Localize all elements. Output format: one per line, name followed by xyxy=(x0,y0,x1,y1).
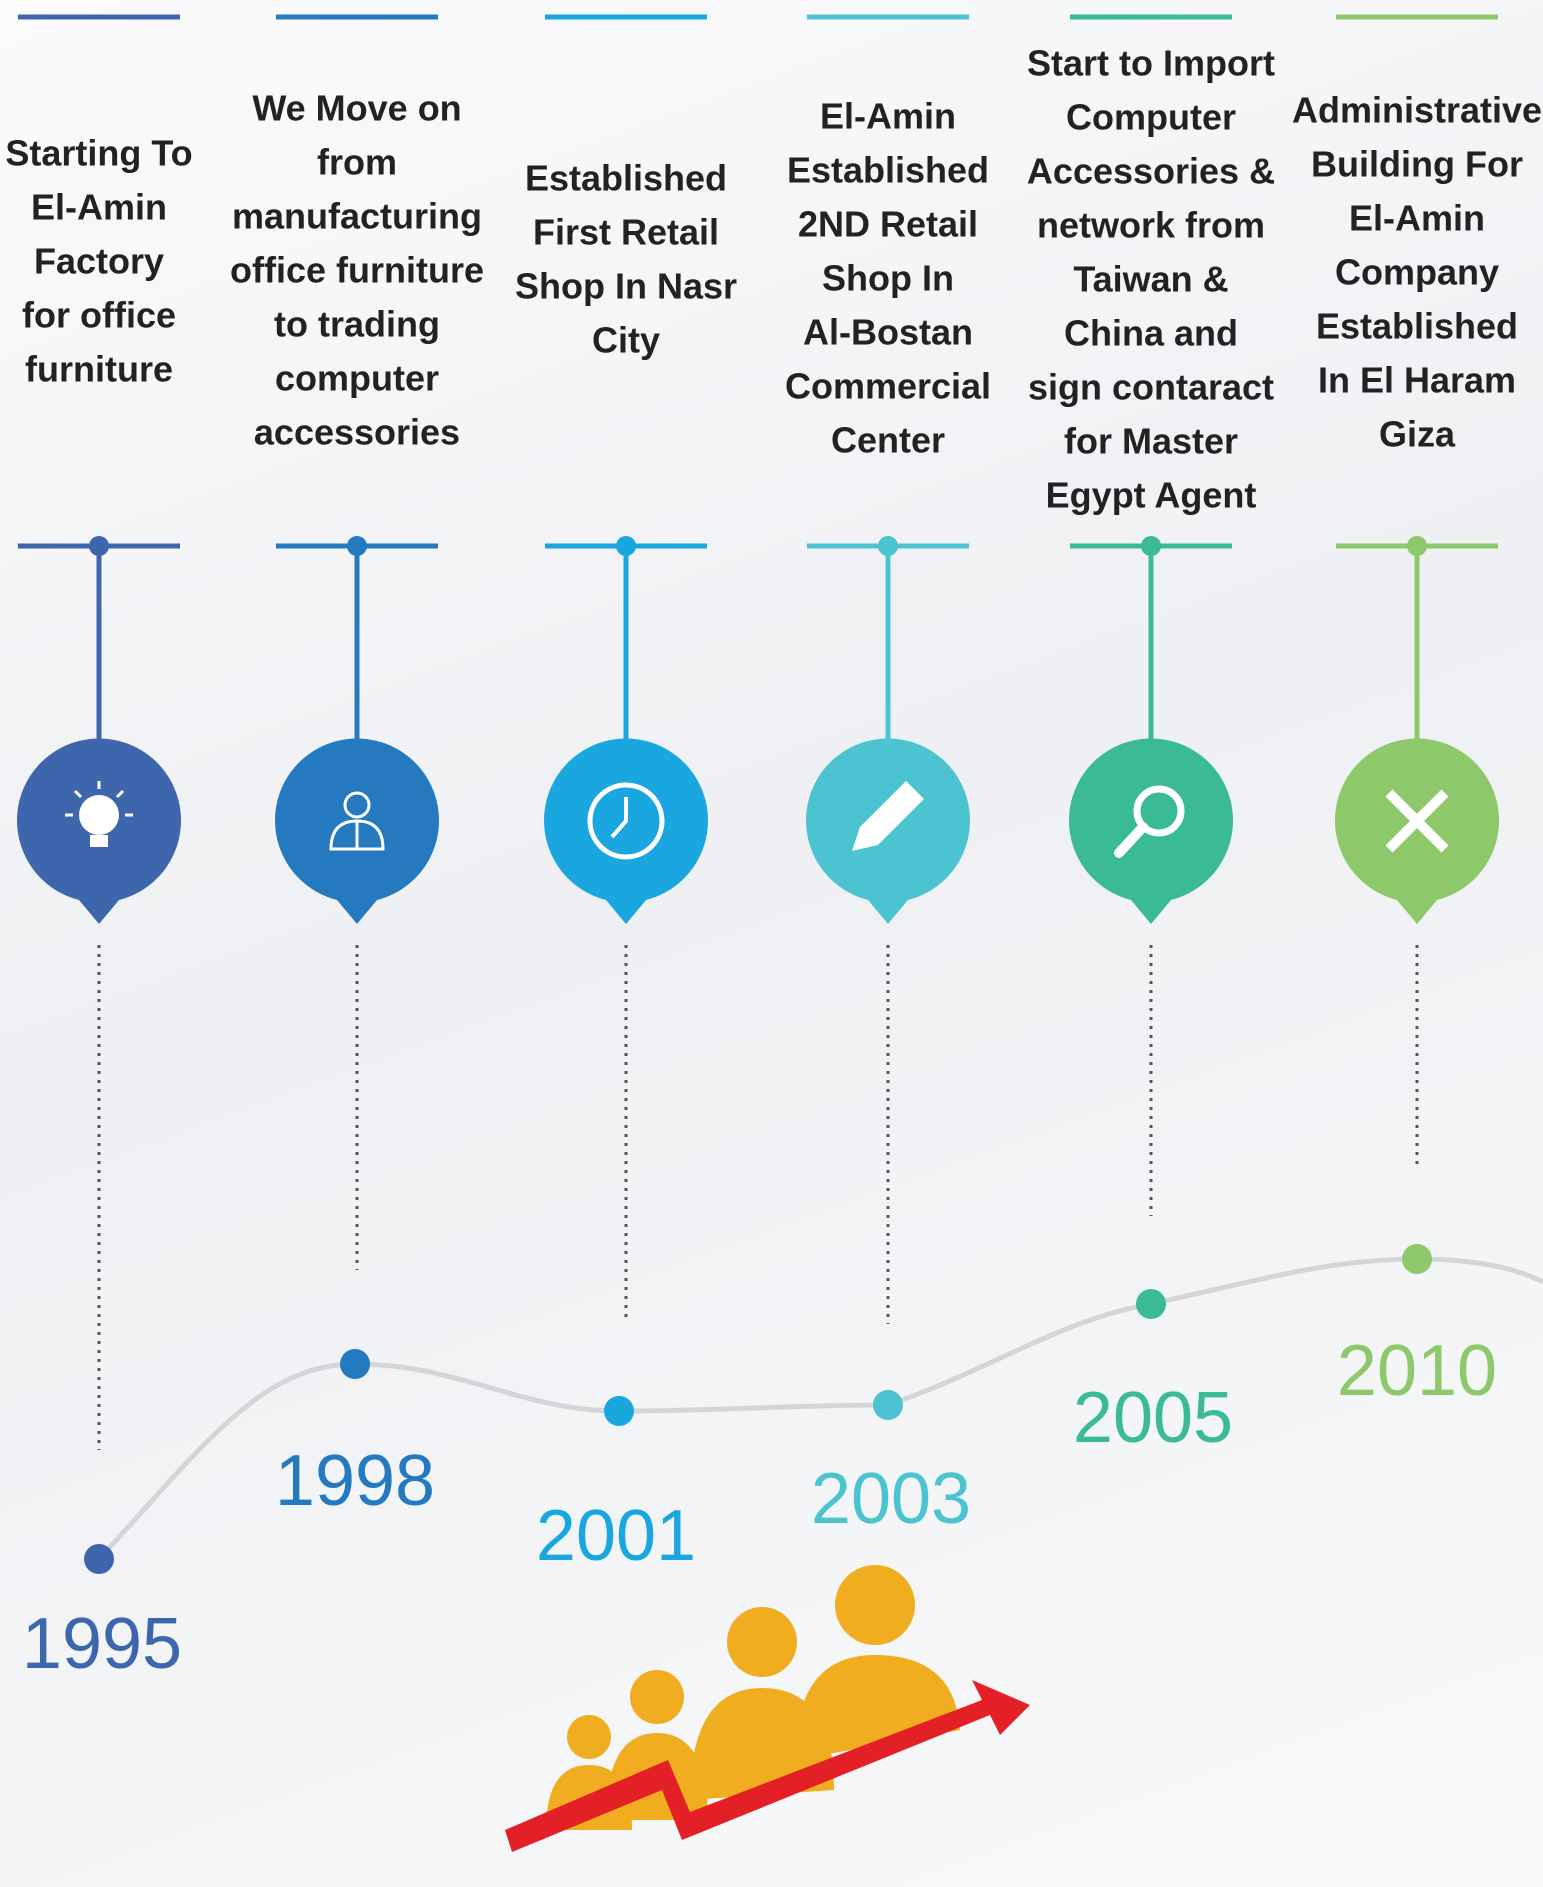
description-line: Shop In xyxy=(822,258,954,299)
year-dot xyxy=(340,1349,370,1379)
timeline-item: We Move on from manufacturing office furnit… xyxy=(230,17,484,1521)
description-line: Commercial xyxy=(785,366,991,407)
description-line: network from xyxy=(1037,205,1265,246)
pin xyxy=(1335,738,1499,924)
description-line: accessories xyxy=(254,412,460,453)
description-line: from xyxy=(317,142,397,183)
timeline-item: Administrative Building For El-Amin Company… xyxy=(1292,17,1542,1411)
description-line: Egypt Agent xyxy=(1046,475,1257,516)
description-line: office furniture xyxy=(230,250,484,291)
page: Starting To El-Amin Factory for office furni… xyxy=(0,0,1543,1887)
description-line: Center xyxy=(831,420,945,461)
description-line: Accessories & xyxy=(1027,151,1275,192)
timeline-item: Starting To El-Amin Factory for office furni… xyxy=(5,17,192,1684)
description-line: Start to Import xyxy=(1027,43,1275,84)
description-line: In El Haram xyxy=(1318,360,1516,401)
timeline-item: El-Amin Established 2ND Retail Shop In Al-Bo… xyxy=(785,17,991,1539)
year-label: 1995 xyxy=(22,1604,182,1684)
pin xyxy=(544,738,708,924)
timeline-infographic: Starting To El-Amin Factory for office furni… xyxy=(0,0,1543,1887)
description-line: We Move on xyxy=(252,88,461,129)
year-dot xyxy=(84,1544,114,1574)
year-dot xyxy=(1402,1244,1432,1274)
description-line: Established xyxy=(787,150,989,191)
description-line: China and xyxy=(1064,313,1238,354)
description-line: 2ND Retail xyxy=(798,204,978,245)
description-line: City xyxy=(592,320,660,361)
year-label: 2010 xyxy=(1337,1331,1497,1411)
description-line: Taiwan & xyxy=(1073,259,1228,300)
description-line: furniture xyxy=(25,349,173,390)
description-line: Company xyxy=(1335,252,1499,293)
icon-bulb xyxy=(79,795,119,835)
description-line: Computer xyxy=(1066,97,1236,138)
icon-bulb-base xyxy=(90,835,108,847)
description-line: Al-Bostan xyxy=(803,312,973,353)
year-label: 2003 xyxy=(811,1459,971,1539)
description-line: Administrative xyxy=(1292,90,1542,131)
description-line: sign contaract xyxy=(1028,367,1274,408)
description-line: Factory xyxy=(34,241,164,282)
description-line: computer xyxy=(275,358,439,399)
year-dot xyxy=(604,1396,634,1426)
year-dot xyxy=(1136,1289,1166,1319)
description-line: First Retail xyxy=(533,212,719,253)
timeline-item: Established First Retail Shop In Nasr City 2… xyxy=(515,17,737,1576)
year-dot xyxy=(873,1390,903,1420)
description-line: to trading xyxy=(274,304,440,345)
description-line: Shop In Nasr xyxy=(515,266,737,307)
growth-illustration xyxy=(505,1565,1030,1852)
description-line: for office xyxy=(22,295,176,336)
timeline-item: Start to Import Computer Accessories & netw… xyxy=(1027,17,1275,1458)
description-line: El-Amin xyxy=(1349,198,1485,239)
description-line: Giza xyxy=(1379,414,1456,455)
description-line: El-Amin xyxy=(31,187,167,228)
year-label: 2001 xyxy=(536,1496,696,1576)
description-line: Starting To xyxy=(5,133,192,174)
description-line: Established xyxy=(525,158,727,199)
description-line: Building For xyxy=(1311,144,1523,185)
description-line: El-Amin xyxy=(820,96,956,137)
year-label: 2005 xyxy=(1073,1378,1233,1458)
description-line: manufacturing xyxy=(232,196,482,237)
description-line: for Master xyxy=(1064,421,1238,462)
description-line: Established xyxy=(1316,306,1518,347)
year-label: 1998 xyxy=(275,1441,435,1521)
